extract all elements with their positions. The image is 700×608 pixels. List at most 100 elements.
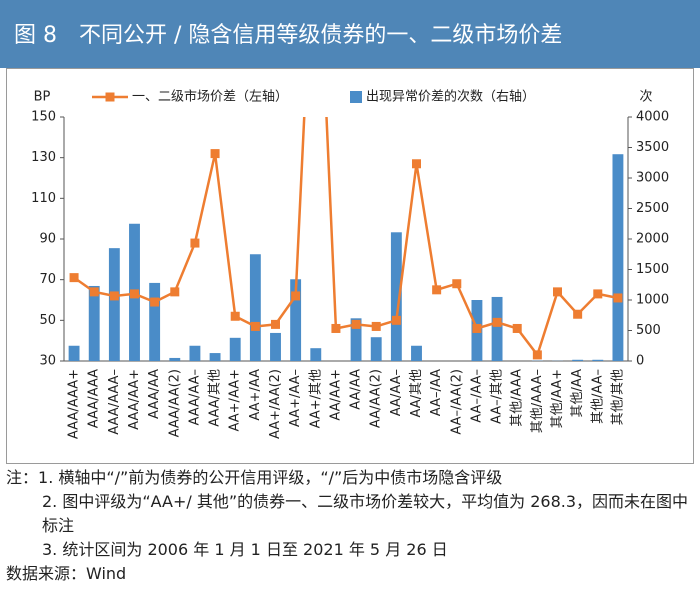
line-marker (553, 287, 562, 297)
bar (612, 154, 624, 361)
note: 2. 图中评级为“AA+/ 其他”的债券一、二级市场价差较大，平均值为 268.… (6, 490, 694, 538)
line-marker (391, 315, 401, 325)
bar (68, 345, 80, 361)
bar (310, 348, 322, 361)
chart-frame (6, 68, 694, 464)
x-tick-label: 其他/AA– (590, 369, 605, 424)
note: 注：1. 横轴中“/”前为债券的公开信用评级，“/”后为中债市场隐含评级 (6, 466, 694, 490)
chart: 图 8 不同公开 / 隐含信用等级债券的一、二级市场价差 BP 次 30 50 70… (0, 0, 700, 464)
x-tick-label: AA–/AA(2) (449, 369, 464, 435)
bar (290, 279, 302, 361)
y-tick-label: 90 (39, 232, 56, 247)
x-tick-label: AAA/AA– (187, 369, 202, 425)
bar (149, 282, 161, 361)
bar (169, 357, 181, 361)
note: 3. 统计区间为 2006 年 1 月 1 日至 2021 年 5 月 26 日 (6, 538, 694, 562)
bar (350, 318, 362, 361)
source: 数据来源：Wind (6, 562, 694, 586)
line-marker (331, 323, 341, 333)
line-marker (532, 350, 542, 360)
line-marker (230, 311, 240, 321)
x-tick-label: AA+/AA– (288, 369, 303, 427)
bar (390, 232, 402, 361)
bar (189, 345, 201, 361)
x-tick-label: AA+/AA+ (228, 369, 243, 431)
y-tick-label: 70 (39, 272, 56, 287)
x-tick-label: AA+/其他 (308, 369, 323, 428)
x-tick-label: AA/其他 (409, 369, 424, 418)
note-text: 1. 横轴中“/”前为债券的公开信用评级，“/”后为中债市场隐含评级 (38, 468, 503, 487)
x-tick-label: 其他/AAA– (530, 369, 545, 433)
y-tick-label: 50 (39, 313, 56, 328)
line-marker (472, 323, 482, 333)
line-marker (170, 287, 180, 297)
y2-tick-label: 2500 (636, 201, 669, 216)
bar (270, 332, 281, 361)
line-marker (150, 297, 160, 307)
bar (209, 353, 221, 361)
line-marker (412, 159, 421, 169)
x-tick-label: AA+/AA (248, 369, 263, 421)
line-marker (210, 149, 220, 159)
line-marker (492, 317, 502, 327)
line-marker (512, 323, 522, 333)
y-tick-label: 130 (31, 150, 56, 165)
x-tick-label: AA/AA(2) (369, 369, 384, 428)
y-axis-title: BP (34, 90, 51, 105)
legend-swatch (350, 91, 362, 103)
y-tick-label: 150 (31, 110, 56, 125)
y2-axis-title: 次 (639, 89, 652, 105)
note-text: 2. 图中评级为“AA+/ 其他”的债券一、二级市场价差较大，平均值为 268.… (42, 492, 689, 535)
x-tick-label: AAA/AAA+ (67, 369, 82, 439)
notes-label: 注： (6, 468, 39, 487)
line-marker (291, 291, 301, 301)
line-marker (250, 321, 260, 331)
line-marker (130, 289, 139, 299)
y2-tick-label: 4000 (636, 110, 669, 125)
y2-tick-label: 2000 (636, 232, 669, 247)
bar (88, 285, 100, 361)
y2-tick-label: 1000 (636, 293, 669, 308)
legend-label: 一、二级市场价差（左轴） (132, 89, 288, 105)
x-tick-label: AAA/其他 (208, 369, 223, 427)
notes: 注：1. 横轴中“/”前为债券的公开信用评级，“/”后为中债市场隐含评级 2. 图… (6, 466, 694, 586)
line (73, 117, 619, 358)
x-tick-label: AA/AA (349, 369, 364, 410)
line-marker (452, 279, 462, 289)
x-tick-label: AA/AA+ (328, 369, 343, 421)
bar (249, 254, 261, 361)
line-marker (89, 287, 99, 297)
line-marker (109, 291, 119, 301)
line-marker (573, 309, 583, 319)
bar (370, 337, 382, 361)
x-tick-label: AAA/AAA– (107, 369, 122, 435)
x-tick-label: AA–/其他 (490, 369, 505, 424)
x-tick-label: AA–/AA (429, 369, 444, 416)
bar (229, 337, 241, 361)
line-marker (593, 289, 603, 299)
line-marker (432, 285, 442, 295)
note-text: 3. 统计区间为 2006 年 1 月 1 日至 2021 年 5 月 26 日 (42, 540, 448, 559)
legend-label: 出现异常价差的次数（右轴） (366, 89, 535, 105)
y-tick-label: 110 (31, 191, 56, 206)
x-tick-label: AA/AA– (389, 369, 404, 416)
title-band (0, 0, 700, 68)
y2-tick-label: 0 (636, 354, 644, 369)
x-tick-label: 其他/AAA (510, 369, 525, 427)
line-marker (351, 319, 361, 329)
bar (108, 248, 120, 361)
y2-tick-label: 3500 (636, 140, 669, 155)
bar (572, 359, 584, 361)
y-tick-label: 30 (39, 354, 56, 369)
y2-tick-label: 500 (636, 323, 661, 338)
line-marker (69, 273, 79, 283)
line-marker (190, 238, 200, 248)
line-marker (271, 319, 280, 329)
chart-title: 图 8 不同公开 / 隐含信用等级债券的一、二级市场价差 (14, 23, 562, 48)
legend-swatch (105, 92, 115, 102)
y2-tick-label: 1500 (636, 262, 669, 277)
source-text: 数据来源：Wind (6, 564, 127, 583)
x-tick-label: AA+/AA(2) (268, 369, 283, 439)
x-tick-label: 其他/AA (570, 369, 585, 418)
